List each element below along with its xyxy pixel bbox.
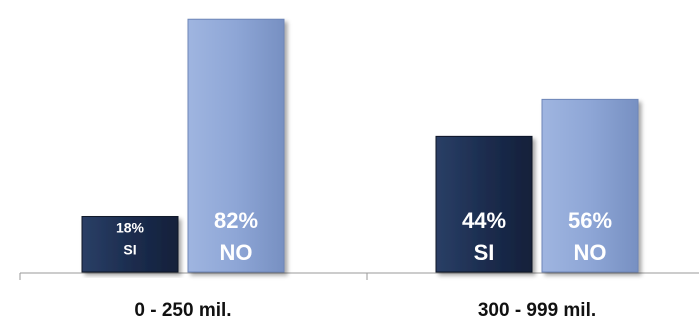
bar-series-label: SI: [123, 242, 136, 258]
bar-series-label: SI: [474, 240, 495, 265]
bar-value-label: 82%: [214, 208, 258, 233]
category-label: 0 - 250 mil.: [134, 300, 231, 321]
bar-value-label: 44%: [462, 208, 506, 233]
bars-group: 18% SI 82% NO 44% SI 56% NO: [81, 18, 639, 273]
category-label: 300 - 999 mil.: [478, 300, 596, 321]
bar-si-1: [81, 216, 179, 273]
bar-series-label: NO: [220, 240, 253, 265]
bar-value-label: 18%: [116, 220, 145, 236]
bar-si-2: [435, 135, 533, 273]
bar-no-1: [187, 18, 285, 273]
category-labels-group: 0 - 250 mil. 300 - 999 mil.: [134, 300, 596, 321]
bar-series-label: NO: [574, 240, 607, 265]
bar-no-2: [541, 98, 639, 273]
bar-value-label: 56%: [568, 208, 612, 233]
